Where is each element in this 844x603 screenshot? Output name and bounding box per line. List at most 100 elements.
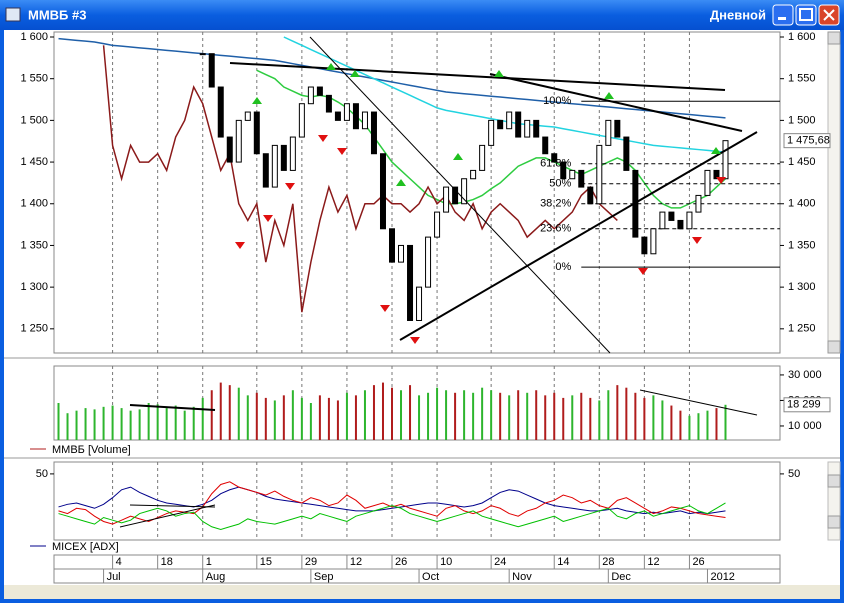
date-tick-label: 12 bbox=[350, 556, 362, 568]
candle bbox=[542, 136, 549, 155]
candle bbox=[262, 153, 269, 188]
volume-bar bbox=[391, 387, 393, 440]
y-tick-label: 1 400 bbox=[20, 198, 48, 210]
volume-bar bbox=[724, 404, 727, 440]
y-tick-label: 1 250 bbox=[788, 323, 816, 335]
volume-bar bbox=[508, 395, 511, 440]
volume-bar bbox=[282, 395, 285, 440]
adx-legend: MICEX [ADX] bbox=[52, 541, 119, 553]
volume-bar bbox=[490, 390, 493, 440]
date-tick-label: 18 bbox=[161, 556, 173, 568]
volume-bar bbox=[318, 395, 321, 440]
y-tick-label: 50 bbox=[36, 468, 48, 480]
candle bbox=[334, 111, 341, 121]
last-value-label: 1 475,68 bbox=[787, 135, 830, 147]
volume-bar bbox=[463, 390, 466, 440]
volume-bar bbox=[363, 390, 366, 440]
volume-bar bbox=[706, 410, 709, 440]
timeframe: Дневной bbox=[710, 7, 766, 22]
volume-bar bbox=[228, 385, 231, 440]
candle bbox=[713, 169, 720, 180]
date-tick-label: 24 bbox=[494, 556, 506, 568]
volume-bar bbox=[120, 408, 123, 440]
candle bbox=[416, 286, 423, 321]
date-tick-label: 12 bbox=[647, 556, 659, 568]
volume-bar bbox=[517, 390, 520, 440]
volume-bar bbox=[625, 387, 628, 440]
y-tick-label: 1 300 bbox=[788, 281, 816, 293]
candle bbox=[289, 136, 296, 171]
candle bbox=[497, 119, 504, 130]
volume-bar bbox=[93, 409, 96, 440]
volume-bar bbox=[192, 406, 195, 440]
volume-bar bbox=[598, 400, 601, 440]
y-tick-label: 1 400 bbox=[788, 198, 816, 210]
candle bbox=[325, 94, 332, 113]
title-bar bbox=[0, 0, 844, 30]
volume-bar bbox=[670, 405, 673, 440]
last-value-box bbox=[783, 397, 831, 413]
volume-bar bbox=[535, 390, 538, 440]
y-tick-label: 1 450 bbox=[20, 156, 48, 168]
volume-bar bbox=[219, 382, 222, 440]
scroll-down[interactable] bbox=[827, 340, 841, 354]
candle bbox=[379, 153, 386, 230]
candle bbox=[244, 111, 251, 121]
volume-bar bbox=[84, 408, 87, 440]
candle bbox=[578, 169, 585, 188]
adx-panel bbox=[53, 461, 781, 541]
price-scrollbar[interactable] bbox=[827, 31, 841, 354]
volume-bar bbox=[562, 397, 565, 440]
trend-line bbox=[309, 36, 611, 354]
date-tick-label: 26 bbox=[395, 556, 407, 568]
candle bbox=[560, 161, 567, 180]
candle bbox=[488, 119, 495, 146]
date-tick-label: 4 bbox=[116, 556, 122, 568]
scroll-up[interactable] bbox=[827, 31, 841, 45]
volume-bar bbox=[436, 387, 439, 440]
date-tick-label: 26 bbox=[692, 556, 704, 568]
volume-bar bbox=[354, 395, 357, 440]
volume-bar bbox=[111, 405, 114, 440]
y-tick-label: 1 550 bbox=[20, 73, 48, 85]
trend-line bbox=[489, 73, 743, 132]
volume-bar bbox=[75, 410, 78, 440]
candle bbox=[434, 211, 441, 238]
candle bbox=[343, 103, 350, 121]
volume-bar bbox=[454, 392, 457, 440]
candle bbox=[389, 228, 395, 263]
window-icon bbox=[5, 7, 21, 22]
candle bbox=[470, 169, 477, 180]
minimize-button[interactable] bbox=[772, 4, 794, 26]
candle bbox=[235, 119, 242, 163]
scroll-down[interactable] bbox=[827, 515, 841, 529]
candle bbox=[253, 111, 260, 155]
candle bbox=[506, 111, 513, 130]
volume-trend-line bbox=[639, 389, 758, 416]
candle bbox=[524, 119, 531, 138]
volume-bar bbox=[327, 397, 330, 440]
month-label: Aug bbox=[206, 571, 226, 583]
y-tick-label: 1 500 bbox=[788, 114, 816, 126]
candle bbox=[352, 103, 359, 130]
last-value-box bbox=[783, 133, 831, 149]
candle bbox=[361, 111, 368, 130]
volume-bar bbox=[580, 392, 583, 440]
y-tick-label: 1 300 bbox=[20, 281, 48, 293]
volume-bar bbox=[652, 395, 655, 440]
volume-bar bbox=[138, 409, 141, 440]
candle bbox=[686, 211, 693, 230]
volume-bar bbox=[607, 390, 610, 440]
date-tick-label: 15 bbox=[260, 556, 272, 568]
volume-bar bbox=[57, 403, 60, 440]
volume-trend-line bbox=[129, 404, 216, 411]
y-tick-label: 1 550 bbox=[788, 73, 816, 85]
candle bbox=[659, 211, 666, 230]
candle bbox=[271, 144, 278, 188]
month-label: Sep bbox=[314, 571, 334, 583]
scroll-up[interactable] bbox=[827, 474, 841, 488]
indicator-line bbox=[58, 37, 726, 119]
y-tick-label: 1 250 bbox=[20, 323, 48, 335]
month-label: Oct bbox=[422, 571, 439, 583]
volume-bar bbox=[210, 390, 213, 440]
